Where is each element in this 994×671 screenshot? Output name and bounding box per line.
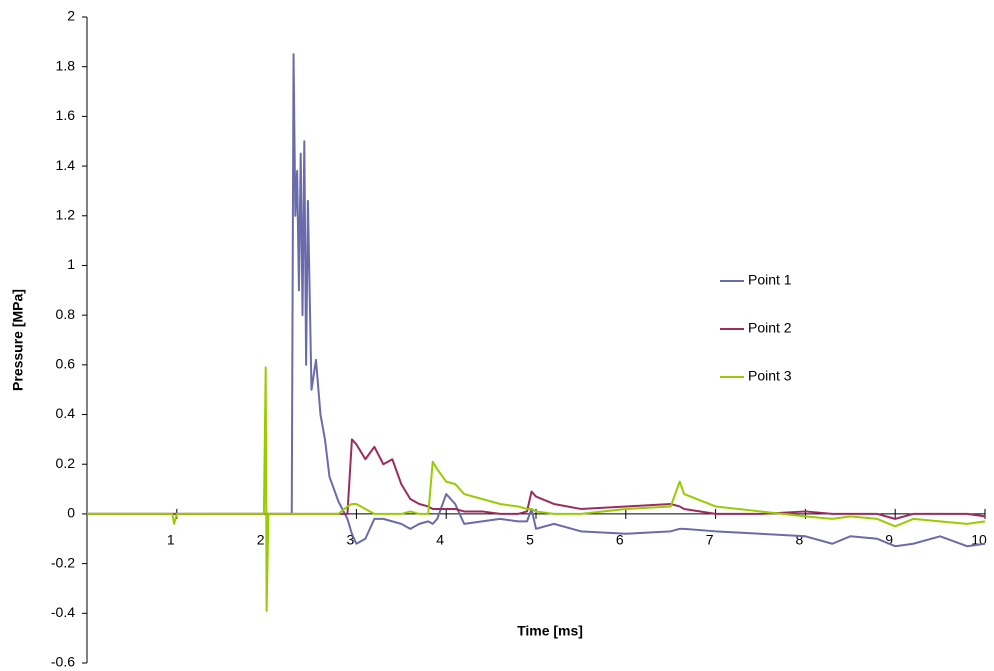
y-tick-label: 0 [67, 505, 75, 521]
x-axis-label: Time [ms] [517, 623, 583, 639]
legend-label: Point 1 [748, 272, 792, 288]
x-tick-label: 8 [796, 532, 804, 548]
y-tick-label: 0.2 [56, 455, 76, 471]
y-tick-label: 1.2 [56, 206, 76, 222]
y-tick-label: -0.4 [51, 604, 75, 620]
y-tick-label: 0.4 [56, 405, 76, 421]
y-tick-label: 1.4 [56, 157, 76, 173]
y-tick-label: -0.2 [51, 554, 75, 570]
x-tick-label: 3 [347, 532, 355, 548]
data-line [87, 53, 986, 548]
x-tick-label: 2 [257, 532, 265, 548]
x-tick-label: 9 [885, 532, 893, 548]
x-tick-label: 1 [167, 532, 175, 548]
y-tick-label: 2 [67, 8, 75, 24]
x-tick-label: 6 [616, 532, 624, 548]
data-line [87, 438, 986, 520]
x-tick-label: 5 [526, 532, 534, 548]
legend-label: Point 2 [748, 320, 792, 336]
y-tick-label: 1.8 [56, 57, 76, 73]
legend-label: Point 3 [748, 368, 792, 384]
y-axis-label: Pressure [MPa] [10, 289, 26, 391]
x-tick-label: 7 [706, 532, 714, 548]
y-tick-label: 1 [67, 256, 75, 272]
data-line [87, 366, 986, 612]
y-tick-label: 0.6 [56, 356, 76, 372]
y-tick-label: -0.6 [51, 654, 75, 670]
x-tick-label: 4 [436, 532, 444, 548]
y-tick-label: 0.8 [56, 306, 76, 322]
y-tick-label: 1.6 [56, 107, 76, 123]
